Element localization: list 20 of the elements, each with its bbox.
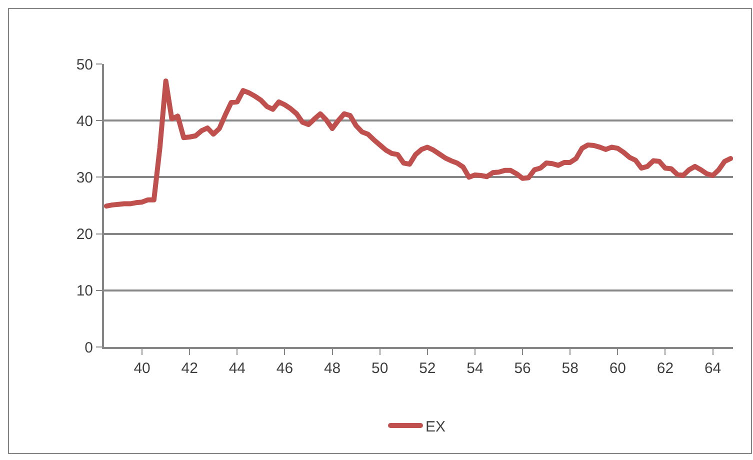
x-tick-label: 62 bbox=[656, 360, 674, 377]
y-tick-label: 50 bbox=[76, 56, 93, 74]
y-tick-label: 30 bbox=[76, 169, 93, 186]
x-tick-label: 56 bbox=[514, 360, 531, 377]
x-tick-label: 50 bbox=[372, 360, 388, 377]
x-tick-label: 60 bbox=[609, 360, 626, 377]
x-tick-label: 40 bbox=[134, 360, 150, 377]
legend-label: EX bbox=[426, 418, 446, 436]
y-tick-label: 40 bbox=[76, 112, 93, 130]
x-tick-label: 44 bbox=[228, 360, 246, 377]
x-tick-label: 54 bbox=[466, 360, 484, 377]
x-tick-label: 64 bbox=[704, 360, 722, 377]
x-tick-label: 46 bbox=[276, 360, 294, 377]
x-tick-label: 58 bbox=[562, 360, 578, 377]
x-tick-label: 42 bbox=[181, 360, 198, 377]
x-tick-label: 48 bbox=[324, 360, 341, 377]
y-tick-label: 0 bbox=[84, 339, 93, 356]
x-tick-label: 52 bbox=[419, 360, 436, 377]
y-tick-label: 10 bbox=[76, 282, 93, 300]
y-tick-label: 20 bbox=[76, 226, 93, 244]
